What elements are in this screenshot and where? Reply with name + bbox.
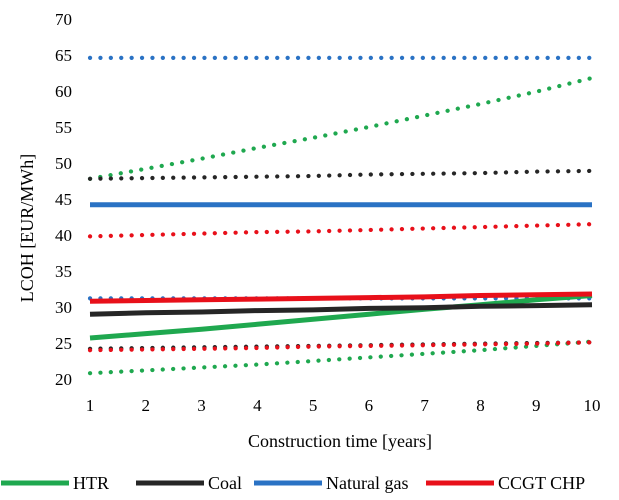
legend-label-htr: HTR [73, 473, 109, 493]
y-axis-title: LCOH [EUR/MWh] [17, 154, 37, 302]
x-tick-label: 5 [309, 396, 318, 415]
series-line-ccgt-chp-dotted-10 [90, 224, 592, 236]
x-axis-title: Construction time [years] [248, 431, 432, 451]
x-tick-label: 6 [365, 396, 374, 415]
y-tick-label: 35 [55, 262, 72, 281]
x-tick-label: 1 [86, 396, 95, 415]
y-tick-label: 65 [55, 46, 72, 65]
series-line-htr-dotted-1 [90, 78, 592, 179]
x-tick-label: 3 [197, 396, 206, 415]
x-tick-label: 10 [584, 396, 601, 415]
series-line-coal-solid-3 [90, 305, 592, 314]
series-line-coal-dotted-4 [90, 171, 592, 179]
x-tick-label: 8 [476, 396, 485, 415]
x-tick-label: 7 [420, 396, 429, 415]
legend-label-natural-gas: Natural gas [326, 473, 408, 493]
legend-label-coal: Coal [208, 473, 242, 493]
x-tick-label: 9 [532, 396, 541, 415]
x-tick-label: 2 [142, 396, 151, 415]
series-layer [90, 58, 592, 373]
x-tick-label: 4 [253, 396, 262, 415]
y-tick-label: 30 [55, 298, 72, 317]
y-tick-label: 60 [55, 82, 72, 101]
legend: HTR Coal Natural gas CCGT CHP [1, 473, 585, 493]
y-tick-label: 55 [55, 118, 72, 137]
y-tick-label: 45 [55, 190, 72, 209]
y-tick-label: 25 [55, 334, 72, 353]
y-tick-label: 40 [55, 226, 72, 245]
y-tick-label: 50 [55, 154, 72, 173]
y-tick-label: 20 [55, 370, 72, 389]
y-tick-label: 70 [55, 10, 72, 29]
legend-label-ccgt-chp: CCGT CHP [498, 473, 585, 493]
